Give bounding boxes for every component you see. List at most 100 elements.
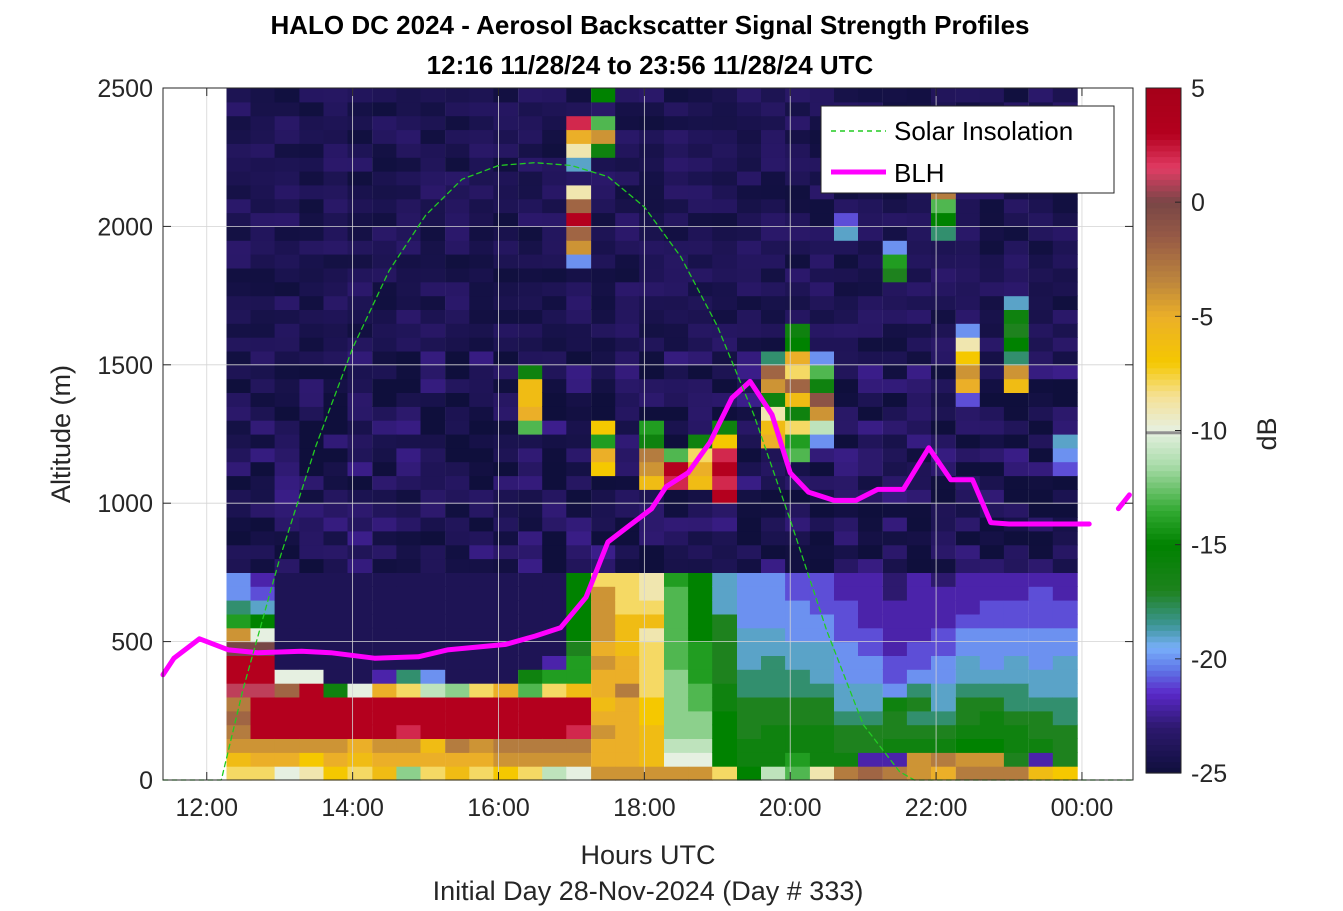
- heatmap-cell: [1003, 461, 1029, 477]
- heatmap-cell: [250, 530, 276, 546]
- heatmap-cell: [979, 212, 1005, 227]
- heatmap-cell: [469, 309, 495, 324]
- heatmap-cell: [323, 447, 349, 463]
- heatmap-cell: [445, 710, 471, 726]
- heatmap-cell: [542, 323, 568, 338]
- heatmap-cell: [493, 88, 519, 103]
- heatmap-cell: [834, 530, 859, 546]
- heatmap-cell: [639, 738, 665, 753]
- heatmap-cell: [518, 406, 544, 421]
- heatmap-cell: [542, 683, 568, 698]
- heatmap-cell: [761, 101, 786, 117]
- heatmap-cell: [518, 212, 544, 227]
- heatmap-cell: [493, 530, 519, 546]
- heatmap-cell: [250, 115, 276, 131]
- heatmap-cell: [542, 129, 568, 144]
- heatmap-cell: [931, 600, 956, 615]
- heatmap-cell: [469, 683, 495, 698]
- heatmap-cell: [591, 683, 616, 698]
- heatmap-cell: [1052, 600, 1078, 615]
- heatmap-cell: [591, 434, 616, 449]
- colorbar-segment: [1146, 185, 1181, 192]
- colorbar-segment: [1146, 618, 1181, 626]
- heatmap-cell: [712, 613, 738, 629]
- heatmap-cell: [445, 392, 471, 407]
- heatmap-cell: [761, 184, 786, 200]
- y-tick-label: 2500: [97, 75, 153, 103]
- heatmap-cell: [396, 378, 422, 393]
- heatmap-cell: [274, 503, 300, 518]
- heatmap-cell: [858, 461, 883, 477]
- heatmap-cell: [518, 364, 544, 380]
- heatmap-cell: [469, 295, 495, 310]
- heatmap-cell: [712, 226, 738, 241]
- heatmap-cell: [566, 378, 592, 393]
- heatmap-cell: [591, 115, 616, 131]
- heatmap-cell: [469, 115, 495, 131]
- heatmap-cell: [688, 641, 713, 656]
- heatmap-cell: [834, 558, 859, 573]
- heatmap-cell: [518, 655, 544, 670]
- heatmap-cell: [420, 697, 446, 712]
- heatmap-cell: [323, 406, 349, 421]
- heatmap-cell: [761, 489, 786, 504]
- heatmap-cell: [566, 447, 592, 463]
- heatmap-cell: [469, 461, 495, 477]
- heatmap-cell: [493, 267, 519, 283]
- heatmap-cell: [518, 267, 544, 283]
- heatmap-cell: [882, 738, 908, 753]
- heatmap-cell: [712, 683, 738, 698]
- heatmap-cell: [1028, 489, 1054, 504]
- heatmap-cell: [566, 157, 592, 172]
- heatmap-cell: [250, 558, 276, 573]
- heatmap-cell: [347, 475, 373, 490]
- heatmap-cell: [445, 115, 471, 131]
- heatmap-cell: [518, 530, 544, 546]
- heatmap-cell: [906, 766, 932, 781]
- heatmap-cell: [785, 309, 810, 324]
- heatmap-cell: [542, 738, 568, 753]
- heatmap-cell: [1052, 572, 1078, 587]
- heatmap-cell: [712, 461, 738, 477]
- heatmap-cell: [420, 586, 446, 601]
- heatmap-cell: [785, 627, 810, 643]
- heatmap-cell: [469, 724, 495, 739]
- heatmap-cell: [785, 600, 810, 615]
- heatmap-cell: [882, 655, 908, 670]
- heatmap-cell: [445, 586, 471, 601]
- heatmap-cell: [979, 475, 1005, 490]
- heatmap-cell: [469, 378, 495, 393]
- colorbar-segment: [1146, 213, 1181, 220]
- heatmap-cell: [542, 655, 568, 670]
- heatmap-cell: [493, 766, 519, 781]
- heatmap-cell: [906, 378, 932, 393]
- colorbar-segment: [1146, 344, 1181, 352]
- heatmap-cell: [664, 351, 689, 366]
- x-tick-label: 18:00: [613, 794, 676, 822]
- heatmap-cell: [469, 171, 495, 186]
- heatmap-cell: [469, 655, 495, 670]
- heatmap-cell: [906, 586, 932, 601]
- legend-blh-label: BLH: [894, 158, 945, 188]
- heatmap-cell: [1003, 351, 1029, 366]
- heatmap-cell: [347, 143, 373, 158]
- heatmap-cell: [931, 710, 956, 726]
- heatmap-cell: [1028, 88, 1054, 103]
- heatmap-cell: [761, 544, 786, 560]
- heatmap-cell: [1028, 337, 1054, 352]
- heatmap-cell: [323, 129, 349, 144]
- heatmap-cell: [591, 226, 616, 241]
- colorbar-segment: [1146, 607, 1181, 614]
- colorbar-segment: [1146, 584, 1181, 591]
- heatmap-cell: [882, 212, 908, 227]
- heatmap-cell: [299, 697, 325, 712]
- heatmap-cell: [882, 697, 908, 712]
- heatmap-cell: [615, 101, 641, 117]
- heatmap-cell: [639, 281, 665, 297]
- colorbar-segment: [1146, 636, 1181, 643]
- heatmap-cell: [250, 101, 276, 117]
- heatmap-cell: [785, 697, 810, 712]
- heatmap-cell: [1003, 683, 1029, 698]
- heatmap-cell: [979, 530, 1005, 546]
- heatmap-cell: [882, 627, 908, 643]
